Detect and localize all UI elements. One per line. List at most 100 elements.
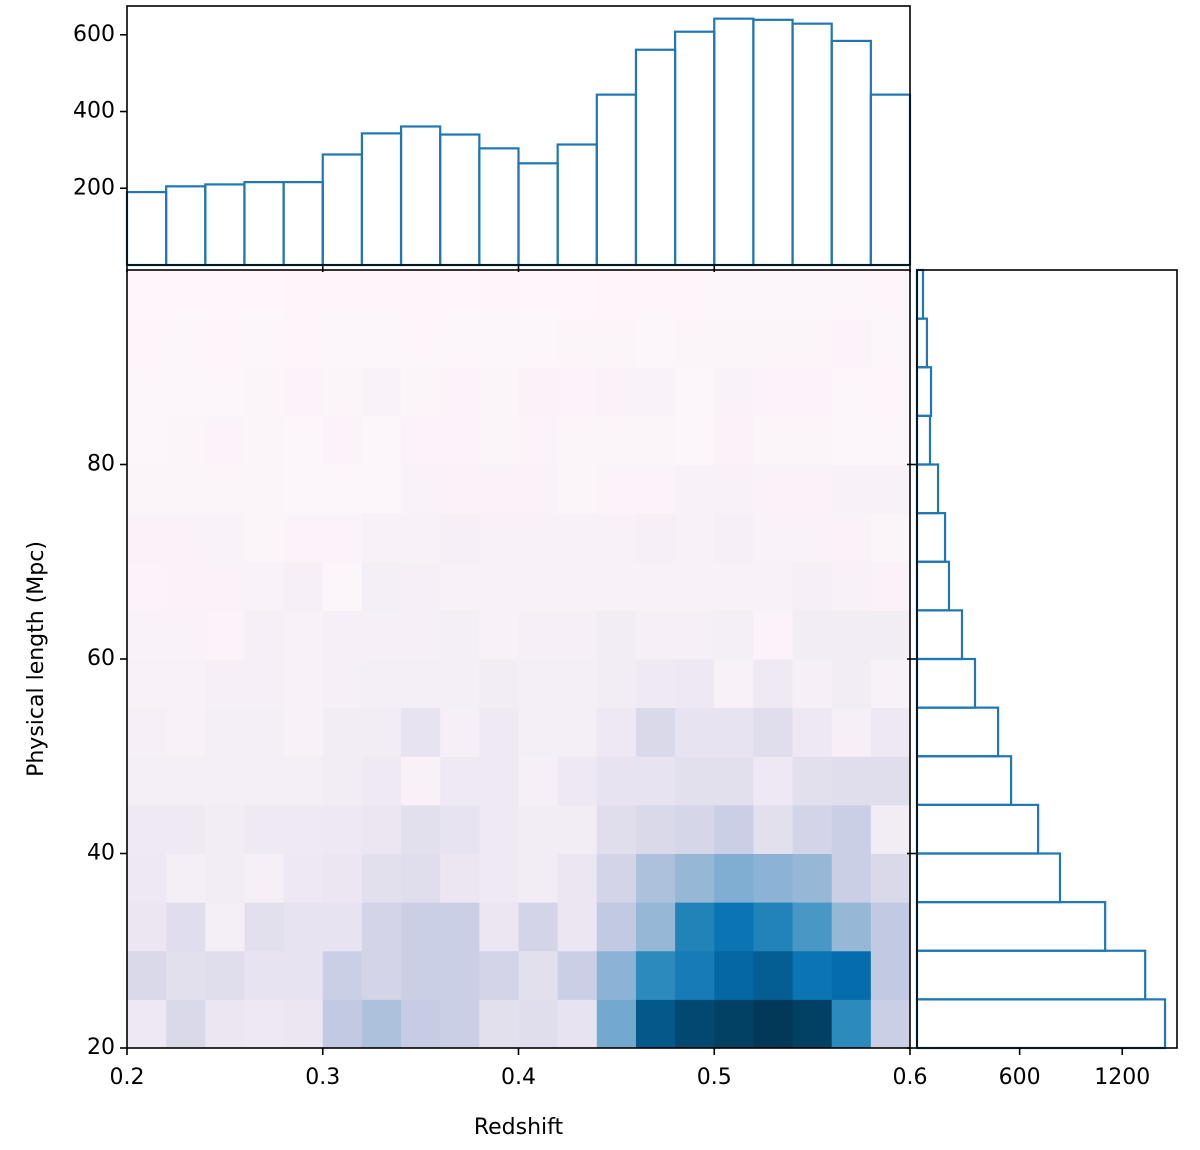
heatmap-cell	[440, 464, 480, 514]
heatmap-cell	[283, 659, 324, 709]
heatmap-cell	[127, 367, 167, 417]
heatmap-cell	[244, 659, 285, 709]
heatmap-cell	[244, 415, 285, 465]
heatmap-cell	[283, 853, 324, 903]
heatmap-cell	[792, 513, 833, 563]
heatmap-cell	[322, 804, 363, 854]
heatmap-cell	[361, 318, 402, 368]
histogram-bar	[360, 132, 403, 267]
heatmap-cell	[518, 464, 559, 514]
heatmap-cell	[557, 415, 598, 465]
heatmap-cell	[753, 464, 794, 514]
histogram-bar	[321, 153, 364, 267]
heatmap-cell	[479, 610, 519, 660]
histogram-bar	[713, 17, 755, 267]
heatmap-cell	[440, 610, 480, 660]
heatmap-cell	[675, 270, 715, 320]
heatmap-cell	[283, 707, 324, 757]
heatmap-cell	[792, 853, 833, 903]
heatmap-cell	[244, 367, 285, 417]
histogram-bar	[915, 949, 1147, 1001]
heatmap-cell	[831, 318, 872, 368]
heatmap-cell	[870, 561, 911, 611]
heatmap-cell	[557, 853, 598, 903]
heatmap-cell	[205, 804, 245, 854]
heatmap-cell	[440, 367, 480, 417]
heatmap-cell	[831, 367, 872, 417]
heatmap-cell	[479, 415, 519, 465]
histogram-bar	[556, 143, 598, 267]
heatmap-cell	[831, 999, 872, 1049]
heatmap-cell	[792, 902, 833, 952]
heatmap-cell	[205, 707, 245, 757]
heatmap-cell	[479, 367, 519, 417]
heatmap-cell	[361, 999, 402, 1049]
x-tick-label: 0.2	[110, 1065, 145, 1090]
x-tick-label: 0.4	[501, 1065, 536, 1090]
heatmap-cell	[635, 707, 676, 757]
heatmap-cell	[714, 464, 754, 514]
heatmap-cell	[518, 270, 559, 320]
heatmap-cell	[205, 464, 245, 514]
heatmap-cell	[283, 950, 324, 1000]
heatmap-cell	[596, 367, 637, 417]
heatmap-cell	[831, 415, 872, 465]
heatmap-cell	[831, 659, 872, 709]
heatmap-cell	[322, 853, 363, 903]
heatmap-cell	[635, 999, 676, 1049]
histogram-bar	[915, 414, 932, 466]
heatmap-cell	[675, 659, 715, 709]
heatmap-cell	[596, 804, 637, 854]
heatmap-cell	[244, 707, 285, 757]
heatmap-cell	[753, 513, 794, 563]
heatmap-cell	[244, 950, 285, 1000]
heatmap-cell	[714, 756, 754, 806]
heatmap-cell	[127, 513, 167, 563]
heatmap-cell	[401, 659, 441, 709]
histogram-bar	[282, 181, 324, 267]
heatmap-cell	[518, 853, 559, 903]
heatmap-cell	[596, 659, 637, 709]
heatmap-cell	[440, 950, 480, 1000]
heatmap-cell	[205, 756, 245, 806]
heatmap-cell	[870, 950, 911, 1000]
heatmap-cell	[635, 610, 676, 660]
heatmap-cell	[322, 270, 363, 320]
heatmap-cell	[714, 610, 754, 660]
heatmap-cell	[244, 464, 285, 514]
heatmap-cell	[870, 707, 911, 757]
heatmap-cell	[479, 561, 519, 611]
histogram-bar	[243, 181, 285, 267]
heatmap-cell	[870, 804, 911, 854]
heatmap-cell	[675, 513, 715, 563]
heatmap-cell	[831, 513, 872, 563]
heatmap-cell	[714, 318, 754, 368]
heatmap-cell	[753, 902, 794, 952]
heatmap-cell	[283, 415, 324, 465]
histogram-bar	[634, 48, 677, 267]
heatmap-cell	[322, 999, 363, 1049]
heatmap-cell	[322, 318, 363, 368]
heatmap-cell	[518, 318, 559, 368]
y-tick-label: 60	[87, 646, 115, 671]
heatmap-cell	[166, 950, 206, 1000]
histogram-bar	[915, 463, 940, 515]
heatmap-cell	[557, 513, 598, 563]
y-tick-label: 20	[87, 1035, 115, 1060]
heatmap-cell	[244, 902, 285, 952]
heatmap-cell	[792, 659, 833, 709]
heatmap-cell	[479, 707, 519, 757]
heatmap-cell	[518, 561, 559, 611]
heatmap-cell	[361, 707, 402, 757]
heatmap-cell	[440, 804, 480, 854]
heatmap-cell	[205, 902, 245, 952]
heatmap-cell	[753, 318, 794, 368]
heatmap-cell	[440, 707, 480, 757]
heatmap-cell	[244, 561, 285, 611]
heatmap-cell	[283, 318, 324, 368]
heatmap-cell	[714, 950, 754, 1000]
heatmap-cell	[635, 513, 676, 563]
heatmap-cell	[714, 853, 754, 903]
heatmap-cell	[166, 707, 206, 757]
